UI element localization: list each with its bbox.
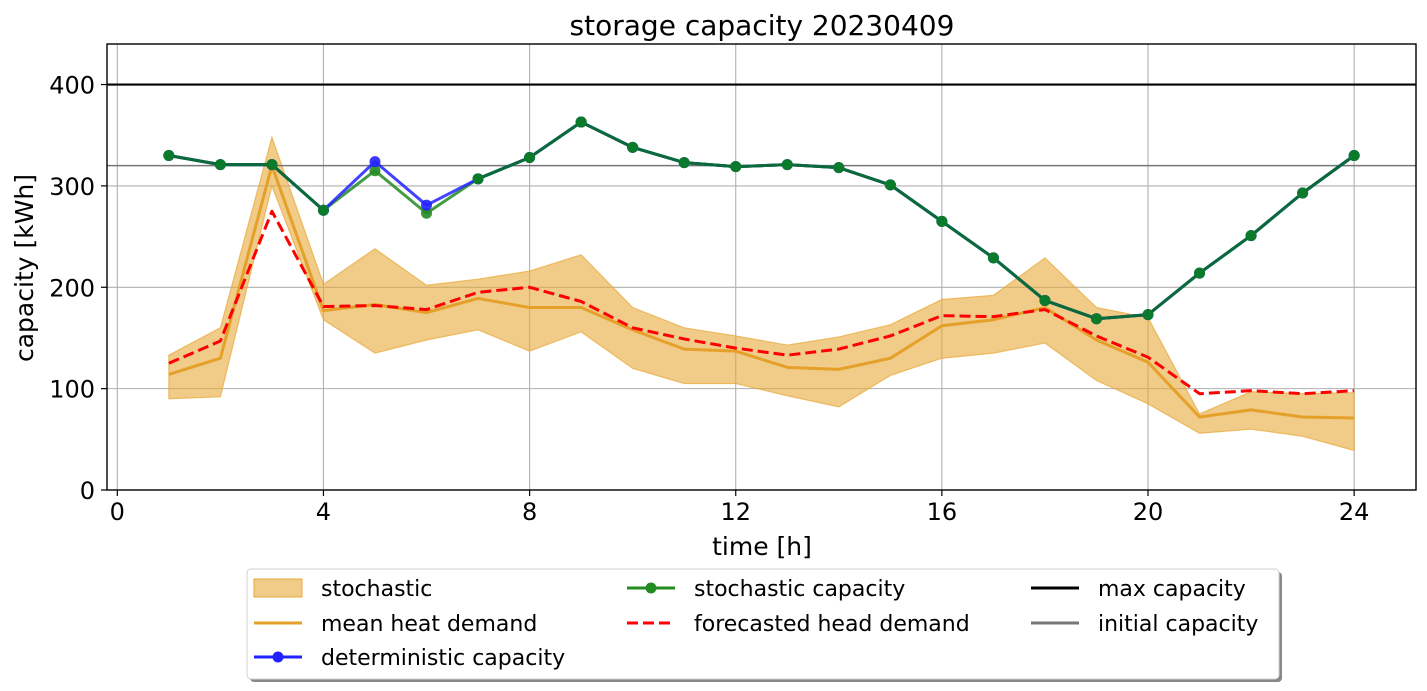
capacity-overlap-point: [884, 179, 896, 191]
capacity-overlap-point: [678, 157, 690, 169]
stochastic-capacity-point: [369, 165, 381, 177]
capacity-overlap-segment: [787, 163, 839, 170]
x-tick-label: 8: [522, 498, 537, 526]
capacity-overlap-point: [575, 116, 587, 128]
capacity-overlap-point: [472, 173, 484, 185]
capacity-overlap-point: [1039, 294, 1051, 306]
x-tick-label: 0: [110, 498, 125, 526]
capacity-overlap-segment: [838, 166, 891, 187]
legend-marker: [645, 582, 657, 594]
legend-marker: [272, 651, 284, 663]
capacity-overlap-point: [317, 204, 329, 216]
capacity-overlap-point: [1142, 309, 1154, 321]
legend-label: stochastic capacity: [694, 577, 905, 602]
legend-label: stochastic: [321, 577, 432, 602]
y-axis-label: capacity [kWh]: [10, 174, 39, 362]
capacity-overlap-point: [1297, 187, 1309, 199]
capacity-overlap-point: [936, 215, 948, 227]
legend-swatch: [253, 578, 303, 598]
x-tick-label: 24: [1339, 498, 1370, 526]
stochastic-band-area: [168, 135, 1355, 452]
legend-label: deterministic capacity: [321, 646, 565, 671]
y-tick-label: 400: [49, 72, 95, 100]
y-tick-label: 0: [80, 477, 95, 505]
capacity-overlap-segment: [941, 220, 995, 260]
capacity-overlap-point: [730, 161, 742, 173]
capacity-overlap-point: [1090, 313, 1102, 325]
x-tick-label: 12: [720, 498, 751, 526]
series-lines: [163, 116, 1360, 420]
capacity-overlap-segment: [684, 161, 736, 169]
capacity-overlap-segment: [889, 183, 943, 223]
legend-label: forecasted head demand: [694, 612, 970, 637]
capacity-overlap-segment: [270, 163, 325, 212]
capacity-overlap-segment: [1198, 234, 1252, 275]
capacity-overlap-segment: [528, 120, 582, 159]
capacity-overlap-segment: [1044, 299, 1097, 321]
mean-heat-demand-line: [168, 164, 1355, 420]
capacity-overlap-segment: [1301, 154, 1356, 195]
capacity-overlap-segment: [477, 156, 531, 181]
legend-box: [246, 568, 1280, 680]
capacity-overlap-point: [214, 159, 226, 171]
capacity-overlap-segment: [735, 163, 788, 169]
legend-items: stochastic mean heat demand deterministic …: [253, 577, 1258, 671]
capacity-overlap-point: [781, 159, 793, 171]
capacity-overlap-point: [833, 162, 845, 174]
capacity-overlap-point: [1245, 230, 1257, 242]
x-tick-label: 20: [1133, 498, 1164, 526]
capacity-overlap-point: [266, 159, 278, 171]
capacity-overlap-segment: [168, 154, 221, 167]
axis-ticks: 0 4 8 12 16 20 24 0 100 200 300 400: [49, 72, 1369, 526]
capacity-overlap-point: [1348, 150, 1360, 161]
forecasted-head-demand-line: [168, 209, 1355, 396]
x-tick-label: 4: [316, 498, 331, 526]
legend-label: max capacity: [1098, 577, 1246, 602]
y-tick-label: 300: [49, 173, 95, 201]
capacity-overlap-segment: [992, 256, 1046, 302]
chart-title: storage capacity 20230409: [570, 9, 955, 42]
y-tick-label: 200: [49, 274, 95, 302]
stochastic-band: [168, 135, 1355, 452]
legend-label: mean heat demand: [321, 612, 537, 637]
capacity-overlap-point: [987, 252, 999, 264]
capacity-overlap-segment: [580, 120, 634, 149]
legend-label: initial capacity: [1098, 612, 1258, 637]
stochastic-capacity-point: [421, 207, 433, 219]
deterministic-capacity-point: [421, 199, 433, 211]
deterministic-capacity-point: [369, 156, 381, 168]
capacity-overlap-point: [163, 150, 175, 161]
capacity-overlap-segment: [1096, 313, 1149, 321]
y-tick-label: 100: [49, 376, 95, 404]
legend: stochastic mean heat demand deterministic …: [246, 568, 1282, 682]
capacity-overlap-point: [627, 141, 639, 153]
capacity-overlap-point: [1194, 267, 1206, 279]
capacity-overlap-segment: [1147, 271, 1201, 316]
capacity-overlap-point: [524, 152, 536, 164]
x-tick-label: 16: [927, 498, 958, 526]
plot-frame: [106, 43, 1417, 491]
capacity-overlap-segment: [1250, 191, 1304, 237]
reference-lines: [107, 83, 1416, 167]
x-axis-label: time [h]: [712, 532, 812, 561]
capacity-overlap-segment: [632, 145, 685, 165]
